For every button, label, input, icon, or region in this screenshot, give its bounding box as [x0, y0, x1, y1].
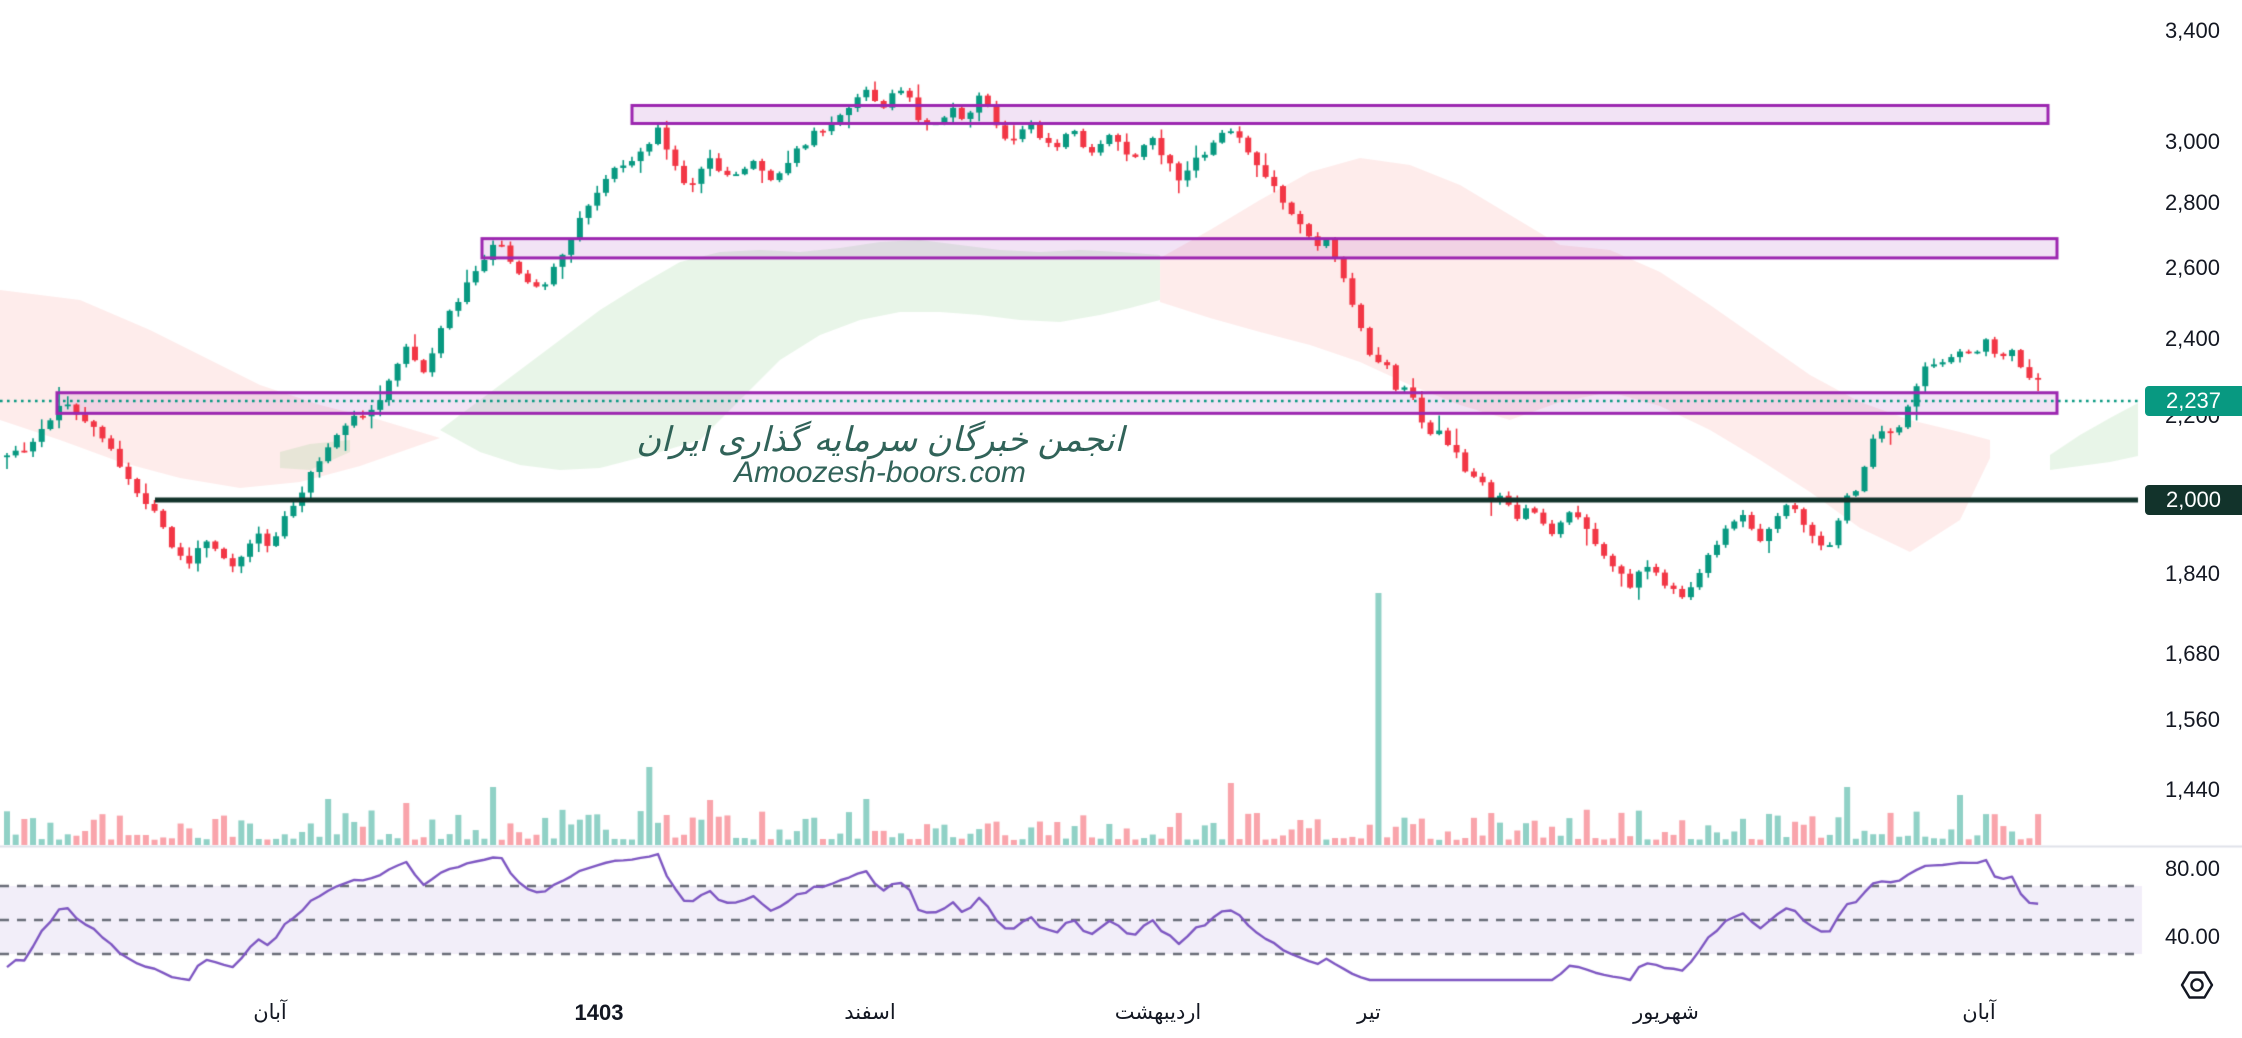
price-axis-tick: 1,440	[2164, 777, 2220, 803]
price-axis-tick: 1,840	[2164, 560, 2220, 586]
price-axis-tick: 2,800	[2164, 189, 2220, 215]
time-axis-label: تیر	[1357, 1001, 1381, 1024]
time-axis-label: شهریور	[1633, 1001, 1699, 1024]
price-axis-tick: 1,560	[2164, 706, 2220, 732]
price-axis-tick: 1,680	[2164, 641, 2220, 667]
last-price-label: 2,237	[2145, 386, 2242, 416]
time-axis-label: اسفند	[844, 1001, 896, 1024]
rsi-axis-tick: 40.00	[2164, 924, 2220, 949]
time-axis-label: اردیبهشت	[1114, 1001, 1202, 1024]
rsi-axis-tick: 80.00	[2164, 856, 2220, 881]
hexagon-eye-icon	[2180, 971, 2214, 999]
time-axis-label: آبان	[253, 1001, 287, 1024]
horizontal-line-price-label: 2,000	[2145, 485, 2242, 515]
price-scale[interactable]: 3,4003,0002,8002,6002,4002,2001,8401,680…	[2138, 0, 2242, 982]
price-axis-tick: 3,400	[2164, 17, 2220, 43]
price-axis-tick: 2,600	[2164, 255, 2220, 281]
time-axis-label: 1403	[574, 1000, 624, 1025]
price-axis-tick: 2,400	[2164, 325, 2220, 351]
time-scale[interactable]: آبان 1403 اسفند اردیبهشت تیر شهریور آبان	[0, 982, 2242, 1038]
time-axis-label: آبان	[1962, 1001, 1996, 1024]
price-axis-tick: 3,000	[2164, 128, 2220, 154]
